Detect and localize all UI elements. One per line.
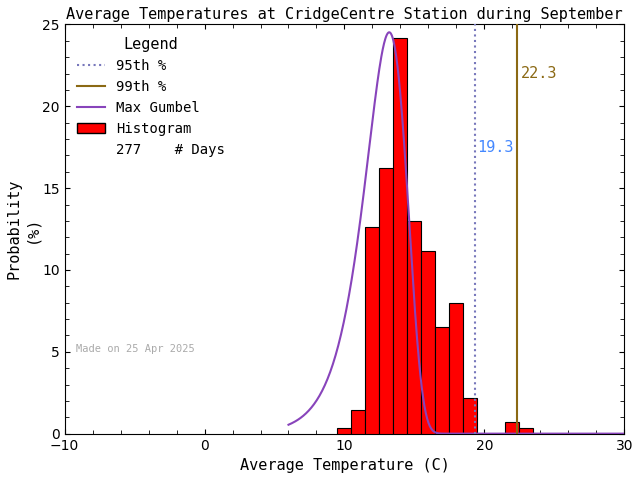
Y-axis label: Probability
(%): Probability (%) [7, 179, 39, 279]
Bar [365, 227, 380, 433]
Bar [463, 398, 477, 433]
Bar [435, 327, 449, 433]
Bar [351, 410, 365, 433]
Bar [394, 38, 408, 433]
Bar [380, 168, 394, 433]
Legend: 95th %, 99th %, Max Gumbel, Histogram, 277    # Days: 95th %, 99th %, Max Gumbel, Histogram, 2… [72, 32, 230, 162]
Bar [421, 251, 435, 433]
Title: Average Temperatures at CridgeCentre Station during September: Average Temperatures at CridgeCentre Sta… [66, 7, 623, 22]
Text: 19.3: 19.3 [477, 140, 514, 155]
Text: Made on 25 Apr 2025: Made on 25 Apr 2025 [76, 344, 195, 354]
Bar [337, 428, 351, 433]
Text: 22.3: 22.3 [521, 66, 557, 81]
Bar [449, 303, 463, 433]
X-axis label: Average Temperature (C): Average Temperature (C) [239, 458, 449, 473]
Bar [506, 422, 520, 433]
Bar [408, 221, 421, 433]
Bar [520, 428, 533, 433]
